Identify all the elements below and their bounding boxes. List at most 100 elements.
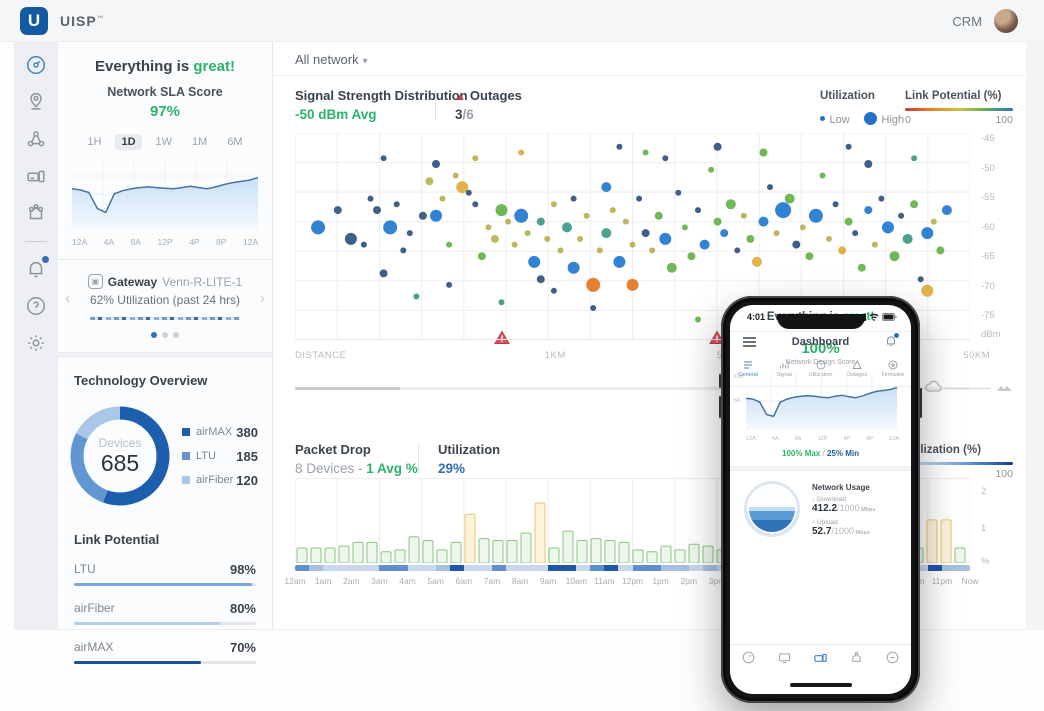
gateway-carousel: ‹ › ▣ Gateway Venn-R-LITE-1 62% Utilizat… — [58, 260, 272, 338]
dbm-tick-label: -70 — [981, 280, 995, 292]
outage-marker-icon[interactable] — [494, 330, 511, 345]
signal-strength-header: Signal Strength Distribution -50 dBm Avg — [295, 88, 468, 122]
sidebar-item-settings[interactable] — [23, 330, 49, 356]
dashboard-gauge-icon — [27, 56, 45, 74]
link-potential-row-airfiber: airFiber 80% — [74, 601, 256, 625]
sidebar-item-clients[interactable] — [23, 200, 49, 226]
carousel-prev-icon[interactable]: ‹ — [65, 290, 70, 307]
phone-score-value: 100% — [801, 340, 840, 357]
axis-tick-label: 12A — [889, 436, 899, 442]
uisp-logo-icon[interactable]: U — [20, 7, 48, 35]
scrollbar-thumb[interactable] — [295, 387, 400, 390]
time-tick-label: 2am — [343, 576, 360, 586]
legend-item-airmax: airMAX 380 — [182, 425, 258, 440]
sla-label: Network SLA Score — [107, 85, 223, 99]
donut-legend: airMAX 380 LTU 185 airFiber 120 — [182, 416, 258, 497]
phone-tab-firmware[interactable]: Firmware — [875, 357, 911, 386]
low-utilization-dot — [820, 116, 825, 122]
phone-nav-clients[interactable] — [839, 650, 875, 670]
sidebar-item-alerts[interactable] — [23, 256, 49, 282]
tab-6m[interactable]: 6M — [227, 136, 243, 148]
gateway-name[interactable]: Venn-R-LITE-1 — [162, 274, 243, 289]
heat-cell — [604, 565, 619, 571]
phone-tab-signal[interactable]: Signal — [766, 357, 802, 386]
carousel-dots — [78, 332, 252, 338]
axis-tick-label: 12A — [72, 237, 88, 247]
tab-1h[interactable]: 1H — [87, 136, 102, 148]
sidebar-item-topology[interactable] — [23, 126, 49, 152]
carousel-dot-1[interactable] — [151, 332, 157, 338]
top-bar: U UISP™ CRM — [0, 0, 1044, 42]
heat-cell — [365, 565, 380, 571]
heat-cell — [590, 565, 605, 571]
dbm-unit-label: dBm — [981, 329, 1001, 340]
sidebar-divider — [25, 241, 47, 242]
tab-1d[interactable]: 1D — [115, 134, 142, 150]
topology-icon — [27, 131, 45, 147]
heat-cell — [688, 565, 703, 571]
phone-bell-icon[interactable] — [884, 333, 899, 348]
phone-nav-devices[interactable] — [802, 650, 838, 670]
crm-link[interactable]: CRM — [952, 14, 982, 29]
percent-tick-label: 2 — [981, 486, 987, 497]
devices-donut-chart — [70, 406, 170, 506]
chevron-down-icon: ▾ — [362, 56, 368, 67]
gateway-sparkline — [90, 317, 240, 320]
phone-bell-badge — [894, 333, 899, 338]
heat-cell — [449, 565, 464, 571]
carousel-next-icon[interactable]: › — [260, 290, 265, 307]
heat-cell — [407, 565, 422, 571]
outage-marker-icon[interactable] — [709, 330, 725, 345]
alerts-badge — [42, 256, 49, 263]
time-tick-label: 12pm — [621, 576, 644, 586]
download-label: ↓ Download — [812, 496, 846, 503]
carousel-dot-2[interactable] — [162, 332, 168, 338]
phone-area-chart: 100 50 — [734, 372, 899, 435]
time-tick-label: 6am — [455, 576, 473, 586]
carousel-dot-3[interactable] — [173, 332, 179, 338]
tab-1m[interactable]: 1M — [192, 136, 208, 148]
sidebar-rail — [14, 42, 58, 630]
devices-icon — [27, 170, 45, 183]
donut-center-value: 685 — [100, 449, 140, 476]
phone-bottom-nav — [730, 644, 911, 674]
heat-cell — [702, 565, 717, 571]
time-tick-label: 2pm — [680, 576, 698, 586]
phone-tab-utilization[interactable]: Utilization — [802, 357, 838, 386]
time-tick-label: 7am — [483, 576, 501, 586]
phone-tab-general[interactable]: General — [730, 357, 766, 386]
link-potential-gradient — [905, 108, 1013, 111]
heat-cell — [618, 565, 633, 571]
tab-1w[interactable]: 1W — [155, 136, 173, 148]
time-tick-label: 11am — [594, 576, 615, 586]
phone-tab-outages[interactable]: Outages — [839, 357, 875, 386]
sidebar-item-sites[interactable] — [23, 89, 49, 115]
phone-nav-sites[interactable] — [766, 650, 802, 670]
sidebar-item-devices[interactable] — [23, 163, 49, 189]
heat-cell — [576, 565, 591, 571]
axis-tick-label: 8P — [215, 237, 227, 247]
signal-scatter-chart — [294, 132, 971, 344]
link-potential-row-airmax: airMAX 70% — [74, 640, 256, 664]
phone-nav-dashboard[interactable] — [730, 650, 766, 670]
heat-cell — [421, 565, 436, 571]
axis-tick-label: 4A — [771, 436, 779, 442]
avatar[interactable] — [994, 9, 1018, 33]
hamburger-menu-icon[interactable] — [743, 337, 756, 349]
time-tick-label: 1pm — [652, 576, 669, 586]
phone-home-indicator[interactable] — [789, 683, 852, 687]
distance-axis-label: DISTANCE — [295, 350, 347, 361]
phone-score-label: Network Design Score — [785, 359, 856, 366]
sidebar-item-dashboard[interactable] — [23, 52, 49, 78]
axis-tick-label: 8P — [866, 436, 874, 442]
bell-icon — [29, 261, 43, 278]
phone-section-band — [730, 466, 911, 471]
heat-cell — [562, 565, 577, 571]
dbm-tick-label: -50 — [981, 162, 995, 174]
phone-nav-chat[interactable] — [875, 650, 911, 670]
heat-cell — [295, 565, 310, 571]
network-select[interactable]: All network ▾ — [295, 52, 368, 67]
sidebar-item-help[interactable] — [23, 293, 49, 319]
time-range-tabs: 1H 1D 1W 1M 6M — [58, 134, 272, 150]
density-slider[interactable] — [921, 378, 1021, 398]
